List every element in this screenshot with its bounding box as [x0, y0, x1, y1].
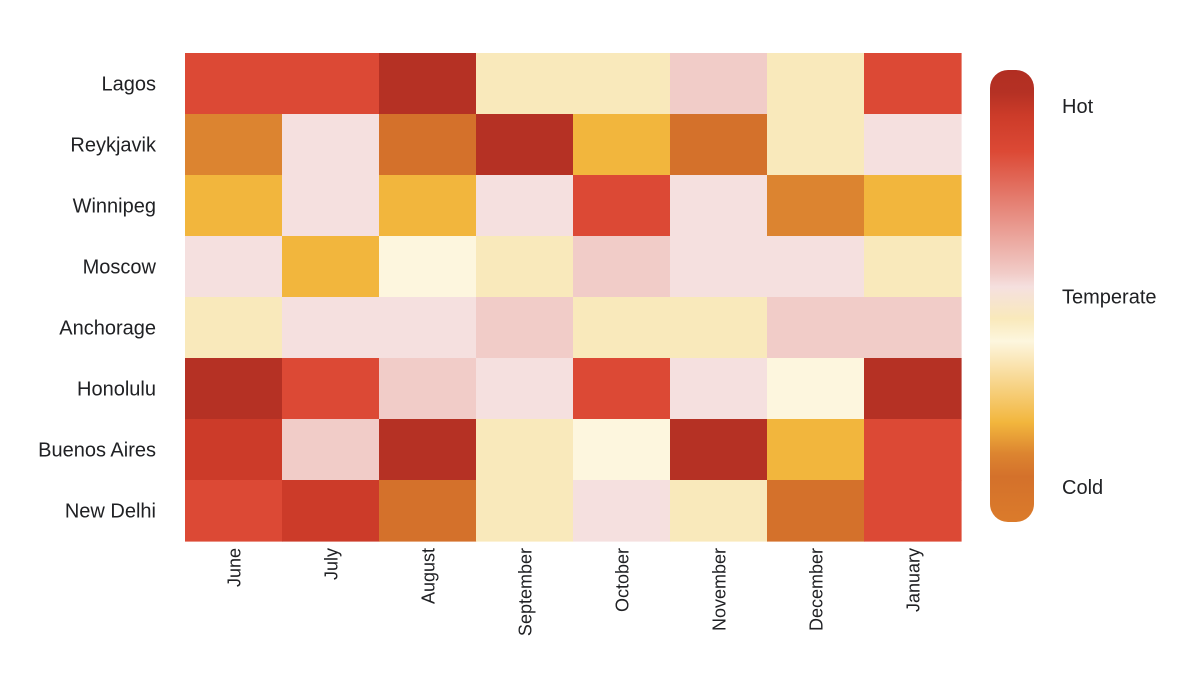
column-label-september: September: [516, 548, 536, 636]
heatmap-cell-anchorage-december: [767, 297, 865, 359]
heatmap-cell-new-delhi-july: [282, 480, 380, 542]
heatmap-cell-moscow-july: [282, 236, 380, 298]
heatmap-cell-buenos-aires-december: [767, 419, 865, 481]
heatmap-cell-new-delhi-october: [573, 480, 671, 542]
column-label-november: November: [710, 548, 730, 631]
heatmap-cell-winnipeg-august: [379, 175, 477, 237]
heatmap-cell-lagos-september: [476, 53, 574, 115]
row-label-moscow: Moscow: [83, 257, 157, 279]
column-label-december: December: [807, 548, 827, 631]
column-label-october: October: [613, 548, 633, 612]
heatmap-cell-moscow-november: [670, 236, 768, 298]
heatmap-cell-lagos-july: [282, 53, 380, 115]
heatmap-cell-moscow-january: [864, 236, 962, 298]
row-label-new-delhi: New Delhi: [65, 501, 156, 523]
heatmap-cell-lagos-october: [573, 53, 671, 115]
heatmap-cell-new-delhi-january: [864, 480, 962, 542]
legend-label-hot: Hot: [1062, 96, 1094, 118]
heatmap-cell-buenos-aires-june: [185, 419, 283, 481]
heatmap-cell-honolulu-october: [573, 358, 671, 420]
heatmap-cell-buenos-aires-september: [476, 419, 574, 481]
column-label-june: June: [225, 548, 245, 587]
heatmap-cell-reykjavik-december: [767, 114, 865, 176]
heatmap-cell-moscow-june: [185, 236, 283, 298]
heatmap-cell-anchorage-july: [282, 297, 380, 359]
heatmap-cell-honolulu-december: [767, 358, 865, 420]
column-label-january: January: [904, 548, 924, 612]
column-label-july: July: [322, 548, 342, 580]
heatmap-cell-lagos-november: [670, 53, 768, 115]
heatmap-cell-winnipeg-october: [573, 175, 671, 237]
heatmap-cell-honolulu-january: [864, 358, 962, 420]
heatmap-cell-anchorage-june: [185, 297, 283, 359]
heatmap-cell-new-delhi-september: [476, 480, 574, 542]
heatmap-cell-new-delhi-december: [767, 480, 865, 542]
heatmap-cell-buenos-aires-january: [864, 419, 962, 481]
row-label-reykjavik: Reykjavik: [70, 135, 157, 157]
heatmap-cell-reykjavik-august: [379, 114, 477, 176]
heatmap-cell-lagos-june: [185, 53, 283, 115]
legend-color-bar: [990, 70, 1034, 522]
row-label-buenos-aires: Buenos Aires: [38, 440, 156, 462]
row-label-lagos: Lagos: [102, 74, 157, 96]
heatmap-cell-anchorage-january: [864, 297, 962, 359]
column-label-august: August: [419, 548, 439, 604]
column-labels: June July August September October November De…: [225, 548, 924, 636]
heatmap-cell-moscow-september: [476, 236, 574, 298]
heatmap-cell-new-delhi-august: [379, 480, 477, 542]
heatmap-cell-winnipeg-january: [864, 175, 962, 237]
heatmap-cell-winnipeg-july: [282, 175, 380, 237]
heatmap-cell-new-delhi-june: [185, 480, 283, 542]
heatmap-cell-buenos-aires-october: [573, 419, 671, 481]
heatmap-cell-reykjavik-october: [573, 114, 671, 176]
heatmap-cell-honolulu-august: [379, 358, 477, 420]
heatmap-cell-winnipeg-june: [185, 175, 283, 237]
heatmap-cell-honolulu-september: [476, 358, 574, 420]
heatmap-cell-winnipeg-september: [476, 175, 574, 237]
row-label-winnipeg: Winnipeg: [73, 196, 156, 218]
heatmap-cell-lagos-january: [864, 53, 962, 115]
heatmap-cell-reykjavik-july: [282, 114, 380, 176]
heatmap-cell-anchorage-november: [670, 297, 768, 359]
heatmap-cell-anchorage-october: [573, 297, 671, 359]
heatmap-cell-honolulu-july: [282, 358, 380, 420]
legend-label-temperate: Temperate: [1062, 287, 1157, 309]
heatmap-cell-moscow-december: [767, 236, 865, 298]
heatmap-cell-buenos-aires-july: [282, 419, 380, 481]
heatmap-cell-reykjavik-january: [864, 114, 962, 176]
heatmap-cell-moscow-august: [379, 236, 477, 298]
heatmap-cell-anchorage-september: [476, 297, 574, 359]
heatmap-cell-anchorage-august: [379, 297, 477, 359]
heatmap-cell-new-delhi-november: [670, 480, 768, 542]
heatmap-cell-buenos-aires-november: [670, 419, 768, 481]
row-label-anchorage: Anchorage: [59, 318, 156, 340]
heatmap-cell-winnipeg-november: [670, 175, 768, 237]
legend-label-cold: Cold: [1062, 477, 1103, 499]
heatmap-cell-buenos-aires-august: [379, 419, 477, 481]
heatmap-cell-lagos-august: [379, 53, 477, 115]
heatmap-cell-winnipeg-december: [767, 175, 865, 237]
color-legend: Hot Temperate Cold: [990, 70, 1157, 522]
heatmap-cell-reykjavik-november: [670, 114, 768, 176]
heatmap-cells: [185, 53, 962, 542]
heatmap-cell-reykjavik-september: [476, 114, 574, 176]
heatmap-cell-lagos-december: [767, 53, 865, 115]
heatmap-cell-honolulu-june: [185, 358, 283, 420]
heatmap-cell-honolulu-november: [670, 358, 768, 420]
row-labels: Lagos Reykjavik Winnipeg Moscow Anchorage Hon…: [38, 74, 157, 523]
row-label-honolulu: Honolulu: [77, 379, 156, 401]
heatmap-cell-moscow-october: [573, 236, 671, 298]
heatmap-cell-reykjavik-june: [185, 114, 283, 176]
